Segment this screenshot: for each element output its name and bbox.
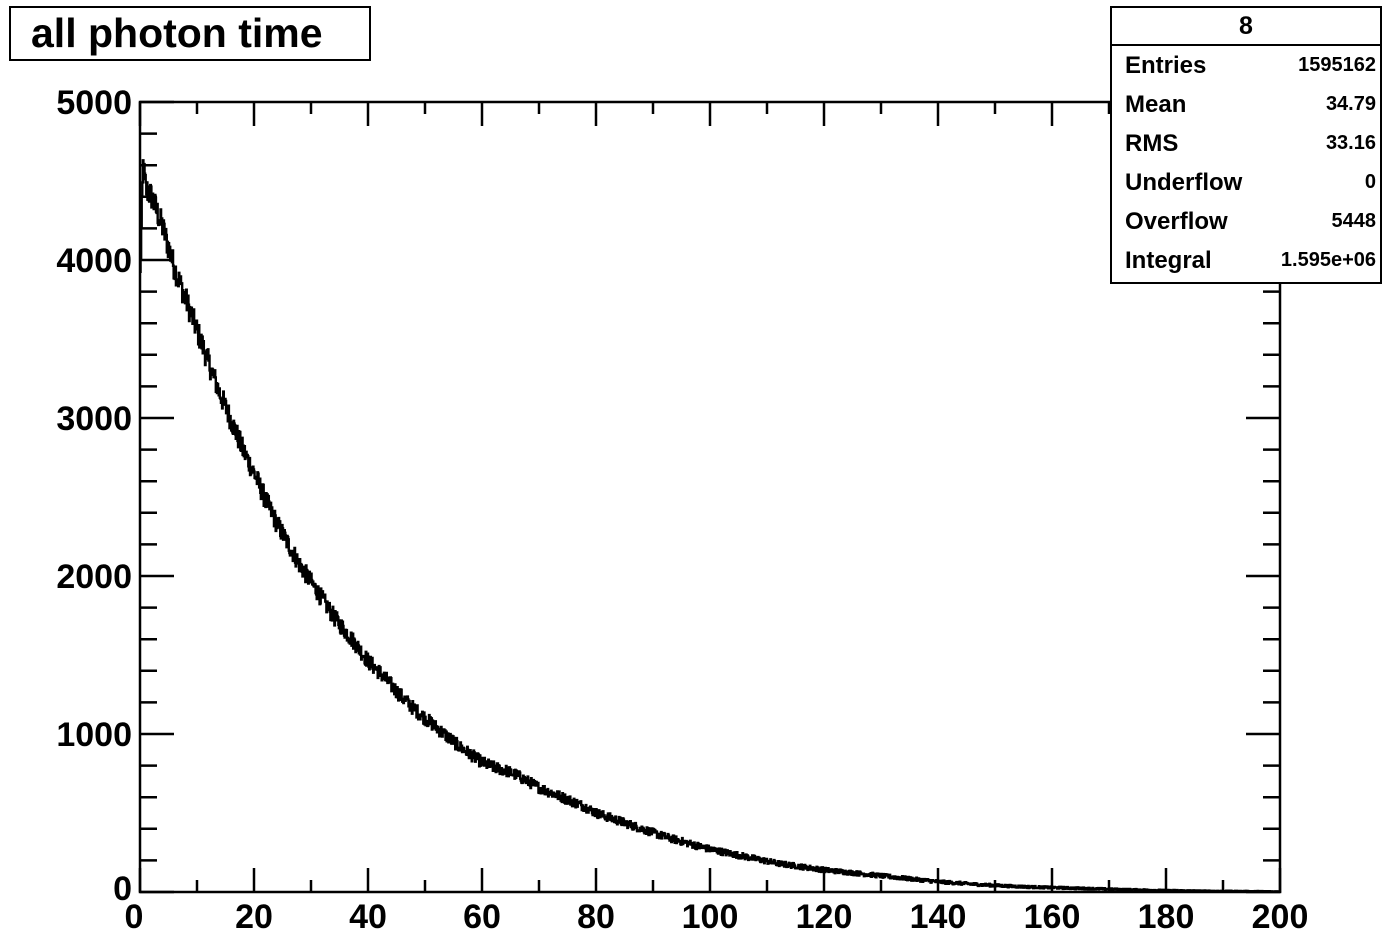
chart-title: all photon time — [31, 10, 323, 56]
x-tick-label: 100 — [682, 898, 739, 931]
y-tick-label: 1000 — [56, 716, 132, 754]
stats-value: 1595162 — [1298, 54, 1376, 76]
stats-label: Integral — [1125, 246, 1212, 274]
stats-label: RMS — [1125, 129, 1179, 157]
x-tick-label: 60 — [463, 898, 501, 931]
x-tick-label: 0 — [125, 898, 144, 931]
stats-label: Underflow — [1125, 168, 1243, 196]
stats-label: Mean — [1125, 90, 1187, 118]
stats-value: 1.595e+06 — [1280, 249, 1376, 271]
plot-area: 0 20 40 60 80 100 120 140 160 180 2000100020003000… — [56, 84, 1308, 931]
stats-row-integral: Integral 1.595e+06 — [1112, 241, 1380, 280]
y-tick-label: 5000 — [56, 84, 132, 122]
stats-value: 33.16 — [1325, 132, 1376, 154]
x-tick-label: 80 — [577, 898, 615, 931]
y-tick-label: 3000 — [56, 400, 132, 438]
x-tick-label: 140 — [910, 898, 967, 931]
histogram-series-line — [139, 159, 1282, 894]
chart-title-box: all photon time — [9, 6, 371, 61]
x-tick-label: 120 — [796, 898, 853, 931]
plot-frame — [138, 100, 1282, 894]
x-tick-label: 40 — [349, 898, 387, 931]
stats-header: 8 — [1112, 8, 1380, 46]
y-tick-label: 4000 — [56, 242, 132, 280]
stats-row-entries: Entries 1595162 — [1112, 46, 1380, 85]
y-tick-label: 2000 — [56, 558, 132, 596]
stats-row-rms: RMS 33.16 — [1112, 124, 1380, 163]
x-tick-label: 160 — [1024, 898, 1081, 931]
stats-value: 5448 — [1331, 210, 1377, 232]
stats-row-underflow: Underflow 0 — [1112, 163, 1380, 202]
y-tick-label: 0 — [113, 870, 132, 908]
x-tick-label: 200 — [1252, 898, 1309, 931]
stats-label: Overflow — [1125, 207, 1228, 235]
x-tick-label: 20 — [235, 898, 273, 931]
stats-label: Entries — [1125, 51, 1207, 79]
stats-box: 8 Entries 1595162 Mean 34.79 RMS 33.16 U… — [1110, 6, 1382, 284]
x-tick-label: 180 — [1138, 898, 1195, 931]
stats-row-mean: Mean 34.79 — [1112, 85, 1380, 124]
stats-row-overflow: Overflow 5448 — [1112, 202, 1380, 241]
stats-value: 34.79 — [1325, 93, 1376, 115]
stats-value: 0 — [1364, 171, 1376, 193]
